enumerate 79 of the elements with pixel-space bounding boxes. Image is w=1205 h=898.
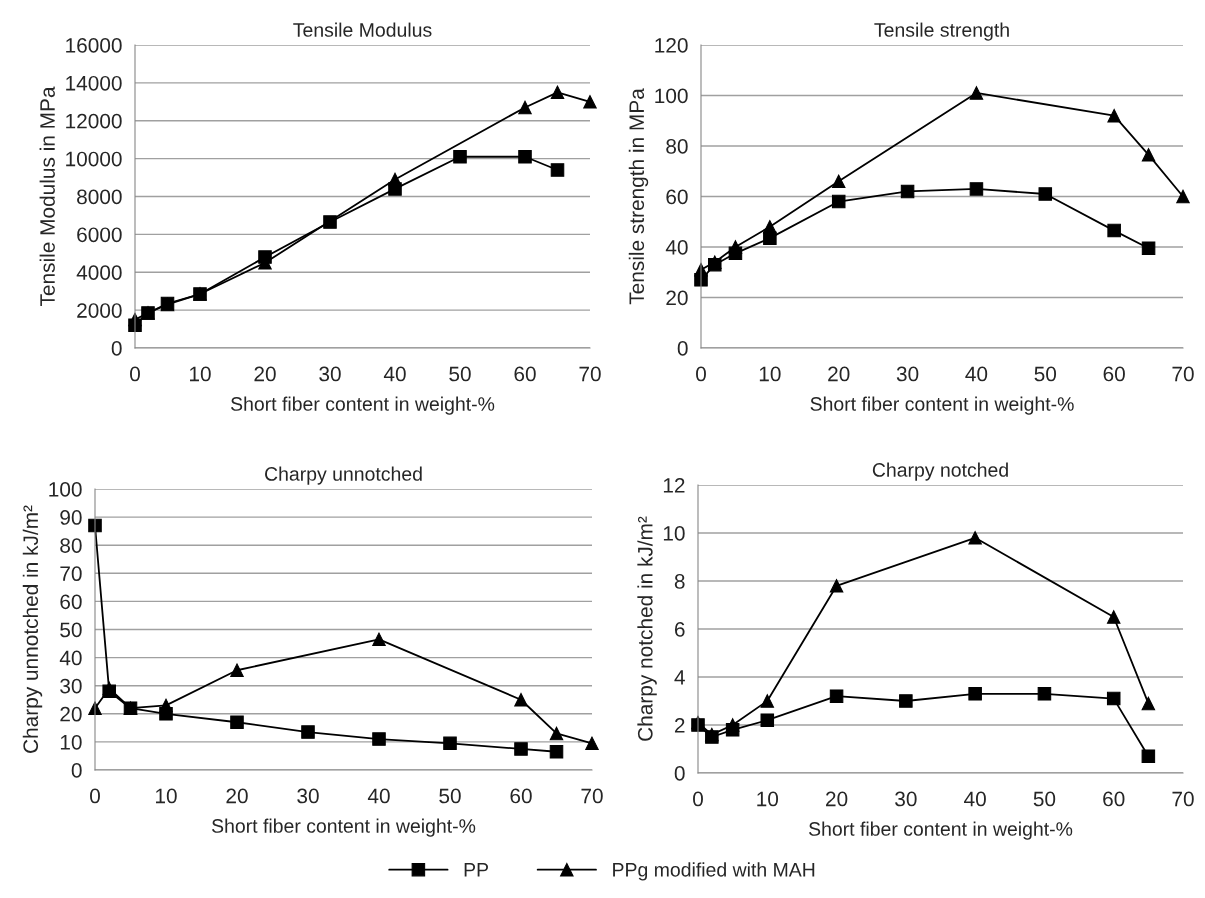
y-axis-title: Charpy unnotched in kJ/m² <box>22 505 43 753</box>
y-tick-label: 90 <box>60 510 82 525</box>
x-tick-label: 30 <box>319 366 341 382</box>
x-tick-label: 70 <box>579 366 601 382</box>
y-tick-label: 70 <box>60 566 82 582</box>
x-tick-label: 70 <box>1172 366 1194 382</box>
y-tick-label: 100 <box>655 88 688 104</box>
y-axis-title: Charpy notched in kJ/m² <box>637 516 657 741</box>
y-tick-label: 10000 <box>66 151 122 167</box>
x-tick-label: 70 <box>581 788 603 804</box>
y-tick-label: 40 <box>665 240 688 255</box>
y-tick-label: 10 <box>60 734 82 750</box>
x-axis-title: Short fiber content in weight-% <box>211 818 476 837</box>
x-tick-label: 30 <box>896 366 919 382</box>
y-tick-label: 20 <box>666 290 688 306</box>
x-tick-label: 40 <box>964 791 986 807</box>
x-tick-label: 50 <box>439 788 461 804</box>
y-tick-label: 14000 <box>66 75 122 91</box>
x-tick-label: 60 <box>510 788 532 804</box>
y-tick-label: 6000 <box>77 227 122 243</box>
y-tick-label: 30 <box>60 678 82 694</box>
x-tick-label: 60 <box>514 366 536 382</box>
y-tick-label: 0 <box>677 341 688 356</box>
y-tick-label: 6 <box>674 622 685 637</box>
legend-label: PP <box>464 863 489 877</box>
y-tick-label: 4 <box>674 670 685 685</box>
x-tick-label: 10 <box>156 788 177 804</box>
x-tick-label: 50 <box>449 366 471 382</box>
y-tick-label: 50 <box>60 622 82 638</box>
y-tick-label: 12 <box>663 478 685 493</box>
x-tick-label: 40 <box>367 788 390 804</box>
x-tick-label: 30 <box>895 791 917 807</box>
x-tick-label: 10 <box>757 791 779 807</box>
chart-title: Tensile strength <box>874 22 1009 41</box>
x-tick-label: 20 <box>826 791 848 807</box>
y-tick-label: 40 <box>59 650 82 666</box>
y-axis-title: Tensile Modulus in MPa <box>39 86 55 307</box>
y-tick-label: 8 <box>674 574 685 589</box>
y-tick-label: 0 <box>111 341 122 356</box>
y-tick-label: 0 <box>674 766 685 781</box>
x-tick-label: 60 <box>1103 366 1125 382</box>
y-tick-label: 8000 <box>77 189 122 205</box>
y-tick-label: 12000 <box>66 113 122 129</box>
y-tick-label: 0 <box>71 763 82 778</box>
chart-title: Tensile Modulus <box>293 22 432 37</box>
x-axis-title: Short fiber content in weight-% <box>808 821 1073 840</box>
legend-label: PPg modified with MAH <box>613 862 815 881</box>
y-axis-title: Tensile strength in MPa <box>628 88 649 305</box>
x-tick-label: 50 <box>1034 366 1057 382</box>
y-tick-label: 20 <box>60 706 82 722</box>
x-tick-label: 20 <box>254 366 276 382</box>
x-tick-label: 10 <box>190 366 211 382</box>
x-tick-label: 20 <box>828 366 850 382</box>
y-tick-label: 80 <box>666 139 688 154</box>
x-tick-label: 30 <box>297 788 319 804</box>
y-tick-label: 4000 <box>76 265 122 280</box>
x-tick-label: 0 <box>693 791 703 807</box>
y-tick-label: 120 <box>655 38 688 53</box>
x-tick-label: 0 <box>696 366 706 382</box>
x-axis-title: Short fiber content in weight-% <box>810 396 1074 415</box>
y-tick-label: 100 <box>49 482 82 497</box>
y-tick-label: 2 <box>674 718 685 733</box>
x-tick-label: 40 <box>965 366 988 382</box>
y-tick-label: 60 <box>60 594 82 610</box>
x-tick-label: 40 <box>383 366 406 382</box>
x-tick-label: 70 <box>1172 791 1194 807</box>
x-tick-label: 60 <box>1103 791 1125 807</box>
y-tick-label: 2000 <box>77 303 122 318</box>
x-tick-label: 20 <box>226 788 248 804</box>
y-tick-label: 10 <box>663 526 685 541</box>
x-tick-label: 50 <box>1033 791 1056 807</box>
y-tick-label: 60 <box>666 189 688 205</box>
y-tick-label: 80 <box>60 538 82 553</box>
chart-title: Charpy unnotched <box>265 466 422 485</box>
x-tick-label: 10 <box>759 366 781 382</box>
y-tick-label: 16000 <box>66 38 122 53</box>
x-axis-title: Short fiber content in weight-% <box>230 396 495 415</box>
chart-title: Charpy notched <box>872 462 1008 481</box>
x-tick-label: 0 <box>130 366 140 382</box>
